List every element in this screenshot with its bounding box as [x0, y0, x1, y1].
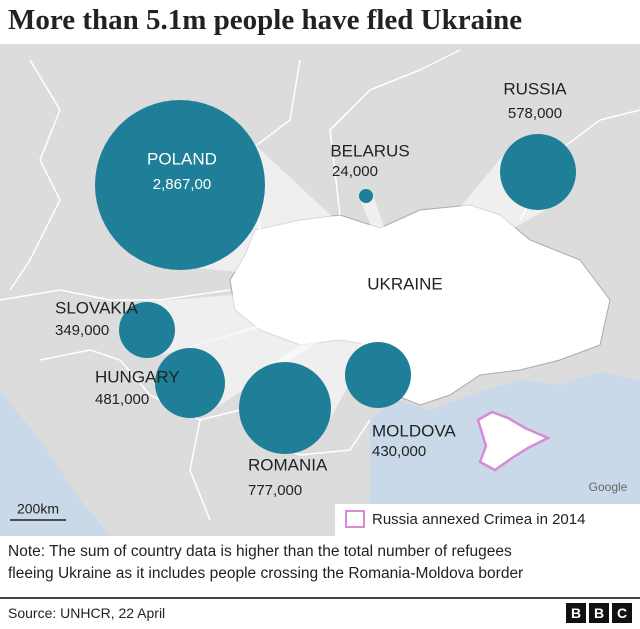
country-value: 578,000: [508, 105, 562, 122]
border: [0, 289, 231, 301]
country-name: BELARUS: [330, 141, 409, 160]
logo-letter: B: [566, 603, 586, 623]
scale-label: 200km: [17, 501, 59, 517]
bubble: [155, 348, 225, 418]
bubble: [95, 100, 265, 270]
legend-swatch: [345, 510, 365, 528]
adriatic-sea: [0, 390, 110, 536]
flow: [175, 281, 402, 415]
border: [329, 49, 461, 216]
logo-letter: B: [589, 603, 609, 623]
crimea: [476, 410, 551, 472]
note-line: Note: The sum of country data is higher …: [8, 543, 512, 560]
country-name: MOLDOVA: [372, 421, 456, 440]
country-value: 24,000: [332, 163, 378, 180]
country-value: 349,000: [55, 322, 109, 339]
country-name: SLOVAKIA: [55, 298, 138, 317]
logo: B B C: [566, 603, 632, 623]
bubble: [500, 134, 576, 210]
country-value: 481,000: [95, 391, 149, 408]
country-value: 2,867,00: [153, 176, 211, 193]
bubble: [239, 362, 331, 454]
country-value: 777,000: [248, 482, 302, 499]
bubble: [359, 189, 373, 203]
border: [39, 349, 241, 421]
logo-letter: C: [612, 603, 632, 623]
flow: [142, 281, 401, 358]
divider: [0, 597, 640, 599]
country-name: POLAND: [147, 149, 217, 168]
legend-label: Russia annexed Crimea in 2014: [372, 511, 585, 528]
country-name: RUSSIA: [503, 79, 567, 98]
map: POLAND 2,867,00 RUSSIA 578,000 BELARUS 24,000…: [0, 44, 640, 536]
border: [9, 59, 61, 291]
note: Note: The sum of country data is higher …: [8, 541, 523, 585]
ukraine-label: UKRAINE: [367, 274, 443, 293]
flow: [359, 193, 404, 287]
attribution: Google: [589, 480, 628, 494]
source: Source: UNHCR, 22 April: [8, 605, 166, 621]
bubble: [119, 302, 175, 358]
country-name: ROMANIA: [248, 455, 328, 474]
bubble: [345, 342, 411, 408]
title: More than 5.1m people have fled Ukraine: [8, 4, 523, 36]
country-name: HUNGARY: [95, 367, 180, 386]
note-line: fleeing Ukraine as it includes people cr…: [8, 565, 524, 582]
country-value: 430,000: [372, 443, 426, 460]
legend-box: [335, 504, 640, 536]
border: [189, 419, 211, 521]
